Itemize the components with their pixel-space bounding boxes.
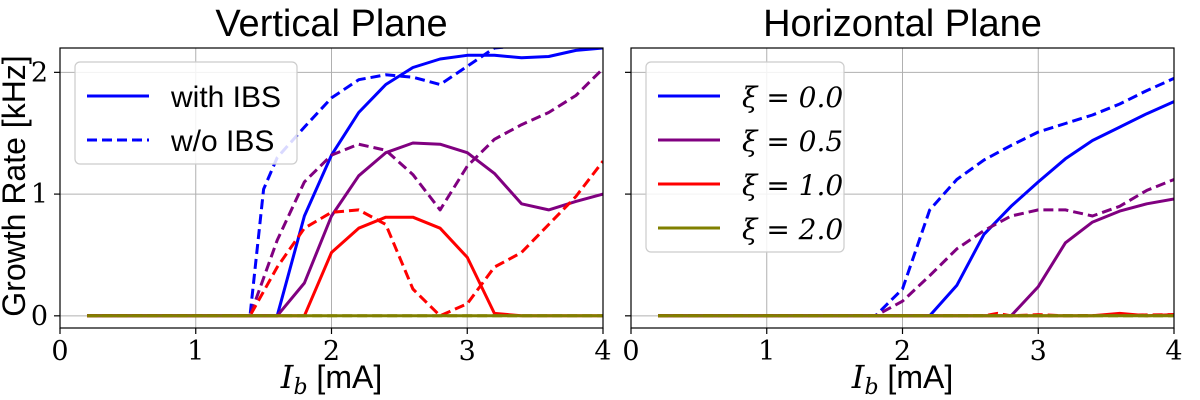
x-tick-label-2: 2	[323, 336, 340, 367]
series-line-1	[87, 48, 603, 318]
legend-label-2: w/o IBS	[170, 125, 274, 158]
legend-label-2: ξ = 0.5	[742, 125, 843, 158]
legend: ξ = 0.0 ξ = 0.5 ξ = 1.0 ξ = 2.0	[645, 61, 845, 253]
series-line-1	[658, 100, 1174, 318]
x-axis-label-subscript: b	[293, 375, 307, 400]
series-line-3	[658, 197, 1174, 318]
panel-vertical-plane: 0 1 2 3 4 0 1 2 Vertical Plane Ib [mA] with IBS w/o…	[31, 3, 612, 400]
x-tick-label-4: 4	[594, 336, 611, 367]
series-group	[87, 48, 603, 318]
x-axis-label-unit: [mA]	[308, 359, 383, 395]
series-line-2	[658, 77, 1174, 318]
y-axis-label: Growth Rate [kHz]	[0, 55, 32, 316]
x-tick-label-4: 4	[1165, 336, 1182, 367]
series-group	[658, 77, 1174, 318]
chart-title: Vertical Plane	[215, 3, 447, 45]
series-line-4	[658, 178, 1174, 318]
y-tick-label-0: 0	[31, 301, 48, 332]
x-tick-label-0: 0	[51, 336, 68, 367]
series-line-5	[87, 215, 603, 318]
x-tick-label-2: 2	[894, 336, 911, 367]
x-tick-label-1: 1	[187, 336, 204, 367]
y-tick-label-2: 2	[31, 57, 48, 88]
x-tick-label-0: 0	[622, 336, 639, 367]
x-axis-label-subscript: b	[864, 375, 878, 400]
legend-label-4: ξ = 2.0	[742, 213, 843, 246]
legend: with IBS w/o IBS	[74, 61, 298, 165]
x-tick-label-3: 3	[459, 336, 476, 367]
x-axis-label-unit: [mA]	[879, 359, 954, 395]
legend-label-1: with IBS	[170, 81, 281, 114]
x-axis-label: Ib [mA]	[851, 358, 953, 400]
y-tick-label-1: 1	[31, 179, 48, 210]
legend-label-3: ξ = 1.0	[742, 169, 843, 202]
legend-frame	[74, 61, 298, 165]
series-line-6	[87, 160, 603, 318]
series-line-3	[87, 141, 603, 318]
chart-title: Horizontal Plane	[763, 3, 1042, 45]
x-axis-label: Ib [mA]	[280, 358, 382, 400]
legend-frame	[645, 61, 845, 253]
legend-label-1: ξ = 0.0	[742, 81, 843, 114]
series-line-4	[87, 67, 603, 318]
x-axis-label-symbol: I	[851, 358, 866, 396]
x-tick-label-1: 1	[758, 336, 775, 367]
x-axis-label-symbol: I	[280, 358, 295, 396]
series-line-2	[87, 48, 512, 318]
x-tick-label-3: 3	[1030, 336, 1047, 367]
